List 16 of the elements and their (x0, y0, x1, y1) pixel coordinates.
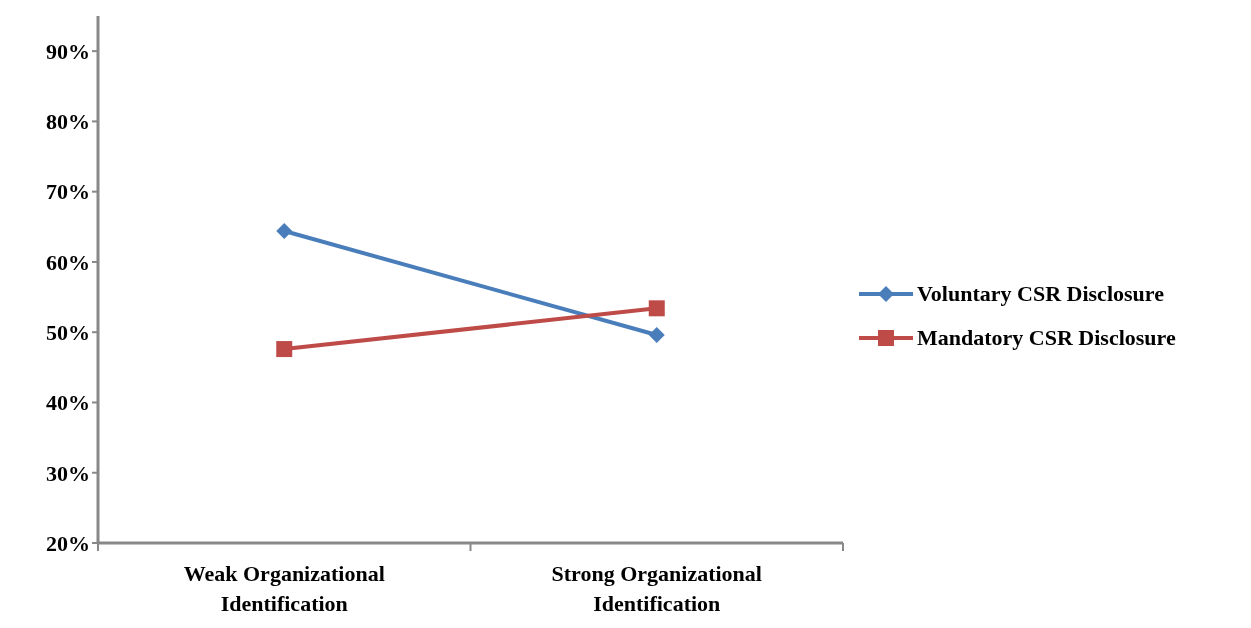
point (276, 223, 293, 240)
point (648, 300, 665, 317)
y-tick-label: 20% (46, 530, 90, 556)
x-tick-label: Weak Organizational Identification (183, 561, 385, 616)
x-tick-label: Strong Organizational Identification (551, 561, 762, 616)
y-tick-label: 40% (46, 390, 90, 416)
legend-label: Mandatory CSR Disclosure (917, 324, 1176, 351)
point (276, 341, 293, 358)
y-tick-label: 70% (46, 179, 90, 205)
legend-label: Voluntary CSR Disclosure (917, 280, 1164, 307)
y-tick-label: 60% (46, 249, 90, 275)
point (648, 327, 665, 344)
y-tick-label: 80% (46, 109, 90, 135)
y-tick-label: 50% (46, 320, 90, 346)
y-tick-label: 30% (46, 460, 90, 486)
y-tick-label: 90% (46, 38, 90, 64)
